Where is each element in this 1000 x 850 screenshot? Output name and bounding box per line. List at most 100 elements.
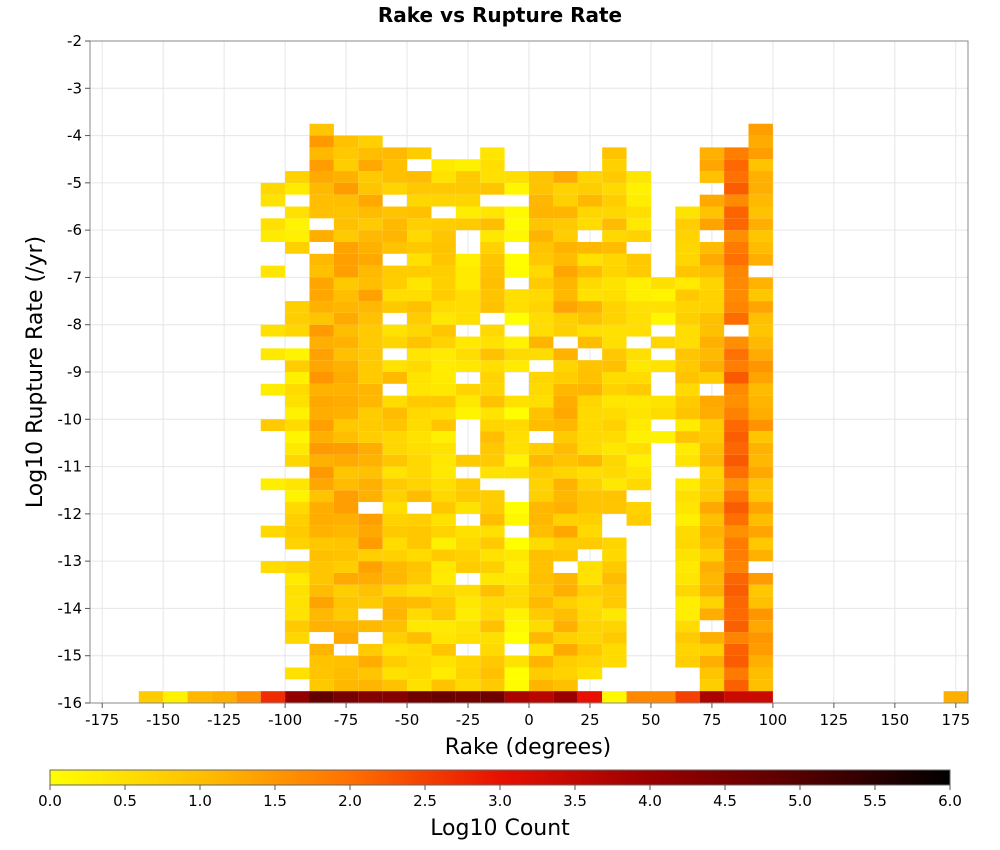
heatmap-cell xyxy=(553,478,578,491)
heatmap-cell xyxy=(309,584,334,597)
heatmap-cell xyxy=(333,265,359,278)
heatmap-cell xyxy=(285,691,310,703)
heatmap-cell xyxy=(602,206,627,219)
heatmap-cell xyxy=(504,336,529,349)
heatmap-cell xyxy=(431,584,456,597)
heatmap-cell xyxy=(358,218,383,231)
heatmap-cell xyxy=(504,206,529,219)
heatmap-cell xyxy=(724,230,749,242)
heatmap-cell xyxy=(724,289,749,302)
x-tick-label: 50 xyxy=(641,711,660,729)
y-tick-label: -15 xyxy=(58,647,83,665)
heatmap-cell xyxy=(724,312,749,325)
heatmap-cell xyxy=(480,419,505,432)
heatmap-cell xyxy=(480,608,505,621)
heatmap-cell xyxy=(626,372,651,384)
heatmap-cell xyxy=(285,584,310,597)
heatmap-cell xyxy=(309,182,334,195)
heatmap-cell xyxy=(480,584,505,597)
heatmap-cell xyxy=(333,135,359,148)
heatmap-cell xyxy=(260,194,286,207)
heatmap-cell xyxy=(455,171,481,183)
heatmap-cell xyxy=(455,537,481,550)
heatmap-cell xyxy=(602,194,627,207)
heatmap-cell xyxy=(480,513,505,526)
heatmap-cell xyxy=(455,596,481,609)
heatmap-cell xyxy=(724,348,749,361)
heatmap-cell xyxy=(455,218,481,231)
heatmap-cell xyxy=(333,206,359,219)
heatmap-cell xyxy=(309,679,334,692)
heatmap-cell xyxy=(431,277,456,290)
heatmap-cell xyxy=(358,596,383,609)
heatmap-cell xyxy=(553,395,578,408)
heatmap-cell xyxy=(724,572,749,585)
heatmap-cell xyxy=(724,241,749,254)
heatmap-cell xyxy=(431,502,456,514)
heatmap-cell xyxy=(333,679,359,692)
heatmap-cell xyxy=(480,431,505,443)
heatmap-cell xyxy=(333,584,359,597)
heatmap-cell xyxy=(455,679,481,692)
heatmap-cell xyxy=(602,360,627,372)
colorbar-label: Log10 Count xyxy=(430,816,570,841)
x-axis: -175 -150 -125 -100 -75 -50 -25 0 25 50 75 100 125 15… xyxy=(85,703,970,729)
heatmap-cell xyxy=(602,277,627,290)
heatmap-cell xyxy=(455,182,481,195)
heatmap-cell xyxy=(309,159,334,172)
heatmap-cell xyxy=(553,572,578,585)
heatmap-cell xyxy=(382,549,408,562)
heatmap-cell xyxy=(382,525,408,538)
heatmap-cell xyxy=(358,572,383,585)
heatmap-cell xyxy=(699,537,725,550)
heatmap-cell xyxy=(675,643,700,656)
heatmap-cell xyxy=(333,383,359,396)
heatmap-cell xyxy=(285,561,310,573)
heatmap-cell xyxy=(626,312,651,325)
heatmap-cell xyxy=(407,301,432,313)
heatmap-cell xyxy=(358,643,383,656)
heatmap-cells xyxy=(138,123,968,703)
y-tick-label: -5 xyxy=(67,174,82,192)
heatmap-cell xyxy=(480,454,505,467)
heatmap-cell xyxy=(407,407,432,420)
heatmap-cell xyxy=(309,383,334,396)
y-tick-label: -14 xyxy=(58,599,83,617)
heatmap-cell xyxy=(650,360,676,372)
heatmap-cell xyxy=(455,561,481,573)
heatmap-cell xyxy=(504,348,529,361)
heatmap-cell xyxy=(309,431,334,443)
heatmap-cell xyxy=(382,277,408,290)
heatmap-cell xyxy=(504,360,529,372)
heatmap-cell xyxy=(748,194,773,207)
heatmap-cell xyxy=(260,525,286,538)
colorbar-tick-label: 2.5 xyxy=(413,792,437,810)
heatmap-cell xyxy=(407,596,432,609)
heatmap-cell xyxy=(529,561,554,573)
heatmap-cell xyxy=(553,537,578,550)
heatmap-cell xyxy=(358,147,383,160)
heatmap-cell xyxy=(724,395,749,408)
heatmap-cell xyxy=(943,691,968,703)
heatmap-cell xyxy=(675,277,700,290)
heatmap-cell xyxy=(724,632,749,644)
heatmap-cell xyxy=(407,632,432,644)
heatmap-cell xyxy=(699,466,725,479)
heatmap-cell xyxy=(504,655,529,668)
heatmap-cell xyxy=(333,490,359,503)
heatmap-cell xyxy=(529,419,554,432)
heatmap-cell xyxy=(333,336,359,349)
heatmap-cell xyxy=(480,360,505,372)
heatmap-cell xyxy=(724,608,749,621)
heatmap-cell xyxy=(358,442,383,455)
heatmap-cell xyxy=(724,655,749,668)
heatmap-cell xyxy=(699,632,725,644)
heatmap-cell xyxy=(455,632,481,644)
heatmap-cell xyxy=(333,691,359,703)
heatmap-cell xyxy=(602,643,627,656)
heatmap-cell xyxy=(358,549,383,562)
heatmap-cell xyxy=(431,159,456,172)
heatmap-cell xyxy=(504,265,529,278)
y-axis: -2 -3 -4 -5 -6 -7 -8 -9 -10 -11 -12 -13 -14 -15 -16 xyxy=(58,32,90,712)
heatmap-cell xyxy=(504,253,529,266)
